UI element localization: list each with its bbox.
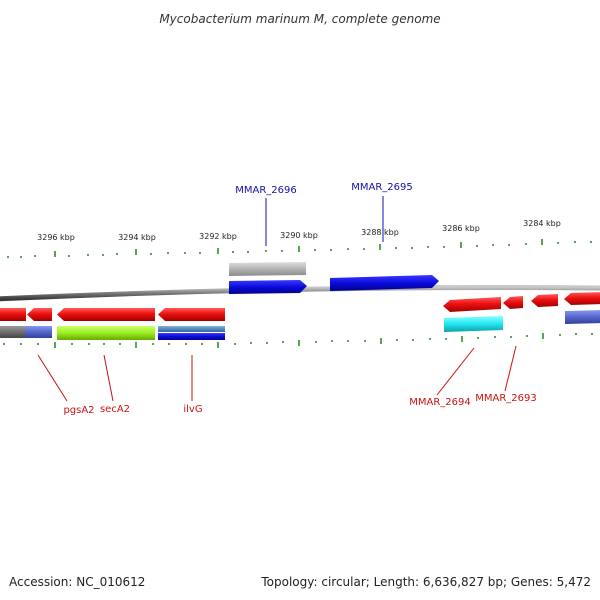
gene-feature[interactable] bbox=[158, 326, 225, 332]
forward-genes bbox=[229, 262, 439, 294]
gene-feature-mmar-2693[interactable] bbox=[503, 296, 523, 309]
tick-label: 3296 kbp bbox=[37, 233, 75, 242]
gene-feature-mmar-2696[interactable] bbox=[229, 280, 307, 294]
gene-label-reverse[interactable]: pgsA2 bbox=[63, 405, 94, 416]
tick-label: 3292 kbp bbox=[199, 232, 237, 241]
gene-feature[interactable] bbox=[531, 294, 558, 307]
map-title: Mycobacterium marinum M, complete genome bbox=[159, 12, 440, 26]
gene-feature[interactable] bbox=[564, 292, 600, 305]
tick-label: 3284 kbp bbox=[523, 219, 561, 228]
gene-label-reverse[interactable]: ilvG bbox=[183, 404, 202, 415]
tick-label: 3290 kbp bbox=[280, 231, 318, 240]
gene-feature[interactable] bbox=[57, 326, 155, 340]
gene-label-reverse[interactable]: MMAR_2693 bbox=[475, 393, 537, 404]
outer-ticks bbox=[7, 239, 592, 258]
tick-label: 3288 kbp bbox=[361, 228, 399, 237]
gene-feature[interactable] bbox=[0, 326, 25, 338]
gene-label-forward[interactable]: MMAR_2695 bbox=[351, 182, 413, 193]
gene-feature[interactable] bbox=[229, 262, 306, 276]
leader-lines bbox=[37, 196, 517, 402]
gene-label-reverse[interactable]: MMAR_2694 bbox=[409, 397, 471, 408]
inner-ticks bbox=[3, 333, 593, 348]
tick-label: 3294 kbp bbox=[118, 233, 156, 242]
genome-summary-text: Topology: circular; Length: 6,636,827 bp… bbox=[260, 575, 591, 589]
gene-feature[interactable] bbox=[444, 316, 503, 332]
scale-labels: 3296 kbp 3294 kbp 3292 kbp 3290 kbp 3288… bbox=[37, 219, 561, 242]
gene-label-forward[interactable]: MMAR_2696 bbox=[235, 185, 297, 196]
gene-feature[interactable] bbox=[25, 326, 52, 338]
accession-text: Accession: NC_010612 bbox=[9, 575, 145, 589]
gene-feature-mmar-2695[interactable] bbox=[330, 275, 439, 291]
reverse-genes bbox=[0, 292, 600, 340]
gene-feature[interactable] bbox=[0, 308, 26, 321]
gene-feature-seca2[interactable] bbox=[57, 308, 155, 321]
gene-feature[interactable] bbox=[158, 333, 225, 340]
tick-label: 3286 kbp bbox=[442, 224, 480, 233]
gene-label-reverse[interactable]: secA2 bbox=[100, 404, 130, 415]
gene-labels: MMAR_2696 MMAR_2695 pgsA2 secA2 ilvG MMA… bbox=[63, 182, 536, 416]
gene-feature-ilvg[interactable] bbox=[158, 308, 225, 321]
gene-feature-pgsa2[interactable] bbox=[27, 308, 52, 321]
gene-feature[interactable] bbox=[565, 310, 600, 324]
gene-feature-mmar-2694[interactable] bbox=[443, 297, 501, 312]
